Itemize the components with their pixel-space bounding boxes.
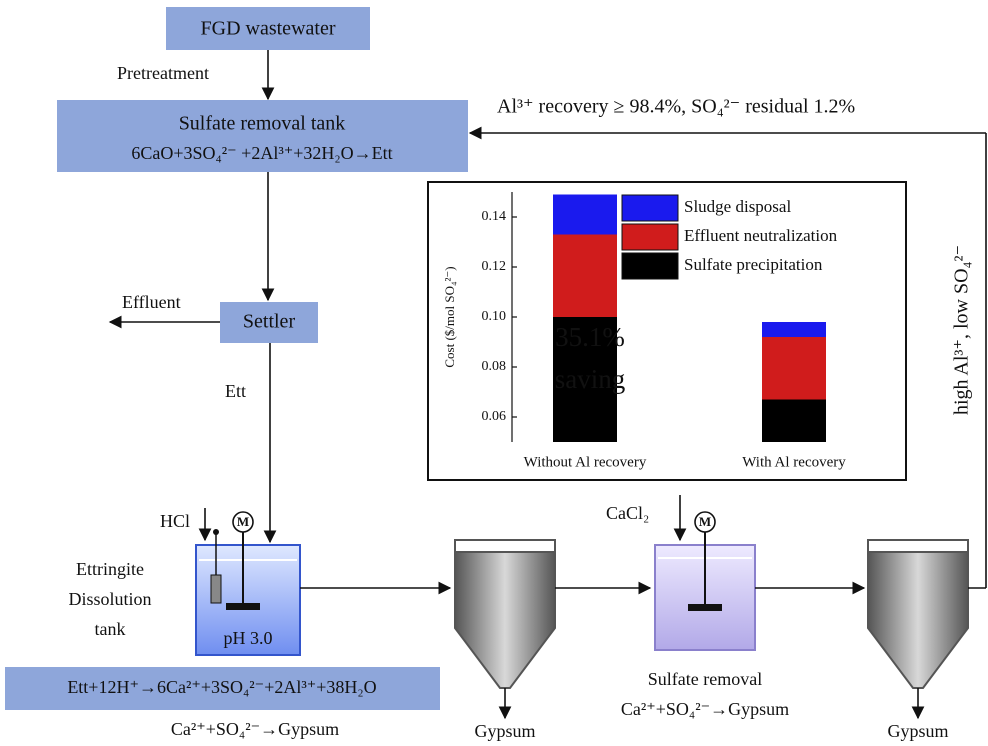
clarifier-top	[455, 540, 555, 552]
legend-label: Sulfate precipitation	[684, 255, 823, 274]
legend-label: Sludge disposal	[684, 197, 791, 216]
recovery-label: Al³⁺ recovery ≥ 98.4%, SO₄²⁻ residual 1.…	[497, 96, 855, 118]
bar-segment	[762, 337, 826, 400]
ph-label: pH 3.0	[224, 628, 273, 648]
annotation: 35.1%	[555, 322, 625, 352]
impeller	[688, 604, 722, 611]
diagram: FGD wastewater Pretreatment Sulfate remo…	[0, 0, 988, 746]
y-tick-label: 0.14	[482, 209, 507, 224]
hcl-label: HCl	[160, 511, 190, 531]
motor-label: M	[699, 514, 711, 529]
legend-swatch	[622, 224, 678, 250]
cacl2-label: CaCl₂	[606, 503, 649, 523]
probe-body	[211, 575, 221, 603]
tank-label: Ettringite	[76, 559, 144, 579]
bar-segment	[553, 195, 617, 235]
fgd-label: FGD wastewater	[201, 18, 336, 40]
x-tick-label: Without Al recovery	[524, 454, 647, 470]
effluent-label: Effluent	[122, 292, 181, 312]
legend-swatch	[622, 253, 678, 279]
y-tick-label: 0.08	[482, 359, 507, 374]
legend-swatch	[622, 195, 678, 221]
tank-label: tank	[95, 619, 126, 639]
sulfate-tank-reaction: 6CaO+3SO₄²⁻ +2Al³⁺+32H₂O→Ett	[131, 143, 392, 163]
clarifier	[455, 552, 555, 688]
impeller	[226, 603, 260, 610]
annotation: saving	[555, 364, 626, 394]
y-tick-label: 0.10	[482, 309, 507, 324]
dissolution-reaction: Ett+12H⁺→6Ca²⁺+3SO₄²⁻+2Al³⁺+38H₂O	[67, 677, 376, 697]
y-tick-label: 0.06	[482, 409, 507, 424]
settler-label: Settler	[243, 311, 296, 333]
side-note: high Al³⁺, low SO₄²⁻	[951, 245, 973, 415]
inset-chart: Cost ($/mol SO₄²⁻) 0.06 0.08 0.10 0.12 0.14 W…	[428, 182, 906, 480]
y-axis-label: Cost ($/mol SO₄²⁻)	[442, 266, 457, 367]
clarifier-top	[868, 540, 968, 552]
y-tick-label: 0.12	[482, 259, 507, 274]
bar-segment	[762, 400, 826, 443]
ett-label: Ett	[225, 381, 246, 401]
gypsum-reaction: Ca²⁺+SO₄²⁻→Gypsum	[171, 719, 339, 739]
gypsum-label: Gypsum	[887, 721, 948, 741]
gypsum-label: Gypsum	[474, 721, 535, 741]
tank-label: Dissolution	[68, 589, 151, 609]
sulfate-tank-title: Sulfate removal tank	[179, 113, 346, 135]
sulfate-removal-title: Sulfate removal	[648, 669, 762, 689]
probe-head	[213, 529, 219, 535]
bar-segment	[553, 235, 617, 318]
clarifier	[868, 552, 968, 688]
pretreatment-label: Pretreatment	[117, 63, 209, 83]
x-tick-label: With Al recovery	[742, 454, 846, 470]
legend-label: Effluent neutralization	[684, 226, 838, 245]
motor-label: M	[237, 514, 249, 529]
bar-segment	[762, 322, 826, 337]
sulfate-removal-reaction: Ca²⁺+SO₄²⁻→Gypsum	[621, 699, 789, 719]
